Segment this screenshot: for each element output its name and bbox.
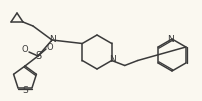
Text: O: O: [47, 43, 53, 52]
Text: O: O: [22, 45, 28, 55]
Text: N: N: [109, 55, 116, 64]
Text: N: N: [49, 35, 55, 45]
Text: S: S: [35, 51, 41, 61]
Text: S: S: [22, 86, 28, 95]
Text: N: N: [168, 35, 174, 44]
